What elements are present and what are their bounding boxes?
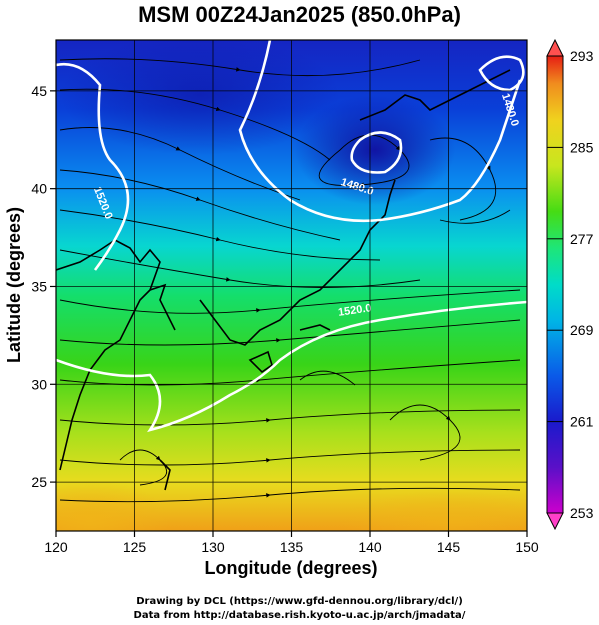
x-tick-label: 130 [201, 539, 225, 555]
y-tick-label: 30 [31, 376, 47, 392]
data-credit: Data from http://database.rish.kyoto-u.a… [133, 610, 466, 621]
lat-lon-grid [56, 40, 527, 531]
colorbar-bar [546, 55, 564, 514]
colorbar-tick-label: 277 [570, 231, 594, 247]
colorbar-tick-label: 253 [570, 505, 594, 521]
y-tick-label: 45 [31, 83, 47, 99]
x-axis: 120 125 130 135 140 145 150 [44, 531, 539, 555]
x-tick-label: 140 [358, 539, 382, 555]
chart-title: MSM 00Z24Jan2025 (850.0hPa) [138, 2, 461, 27]
colorbar-tick-label: 261 [570, 414, 594, 430]
height-contours [56, 40, 527, 433]
x-tick-label: 145 [437, 539, 461, 555]
colorbar-tick-label: 285 [570, 139, 594, 155]
y-tick-label: 25 [31, 474, 47, 490]
colorbar-min-arrow [546, 512, 564, 531]
colorbar-tick-label: 293 [570, 48, 594, 64]
colorbar-max-arrow [546, 38, 564, 57]
x-tick-label: 135 [280, 539, 304, 555]
colorbar-tick-label: 269 [570, 322, 594, 338]
x-tick-label: 150 [515, 539, 539, 555]
temperature-field: 1480.0 1480.0 1520.0 1520.0 [56, 40, 527, 531]
y-tick-label: 35 [31, 278, 47, 294]
x-tick-label: 120 [44, 539, 68, 555]
x-axis-label: Longitude (degrees) [204, 558, 377, 578]
wind-streamlines [59, 58, 521, 503]
y-axis: 25 30 35 40 45 [31, 83, 56, 490]
contour-label: 1520.0 [337, 302, 372, 319]
y-axis-label: Latitude (degrees) [4, 207, 24, 363]
x-tick-label: 125 [123, 539, 147, 555]
colorbar: 293 285 277 269 261 253 [546, 38, 594, 531]
drawing-credit: Drawing by DCL (https://www.gfd-dennou.o… [136, 596, 463, 607]
y-tick-label: 40 [31, 181, 47, 197]
